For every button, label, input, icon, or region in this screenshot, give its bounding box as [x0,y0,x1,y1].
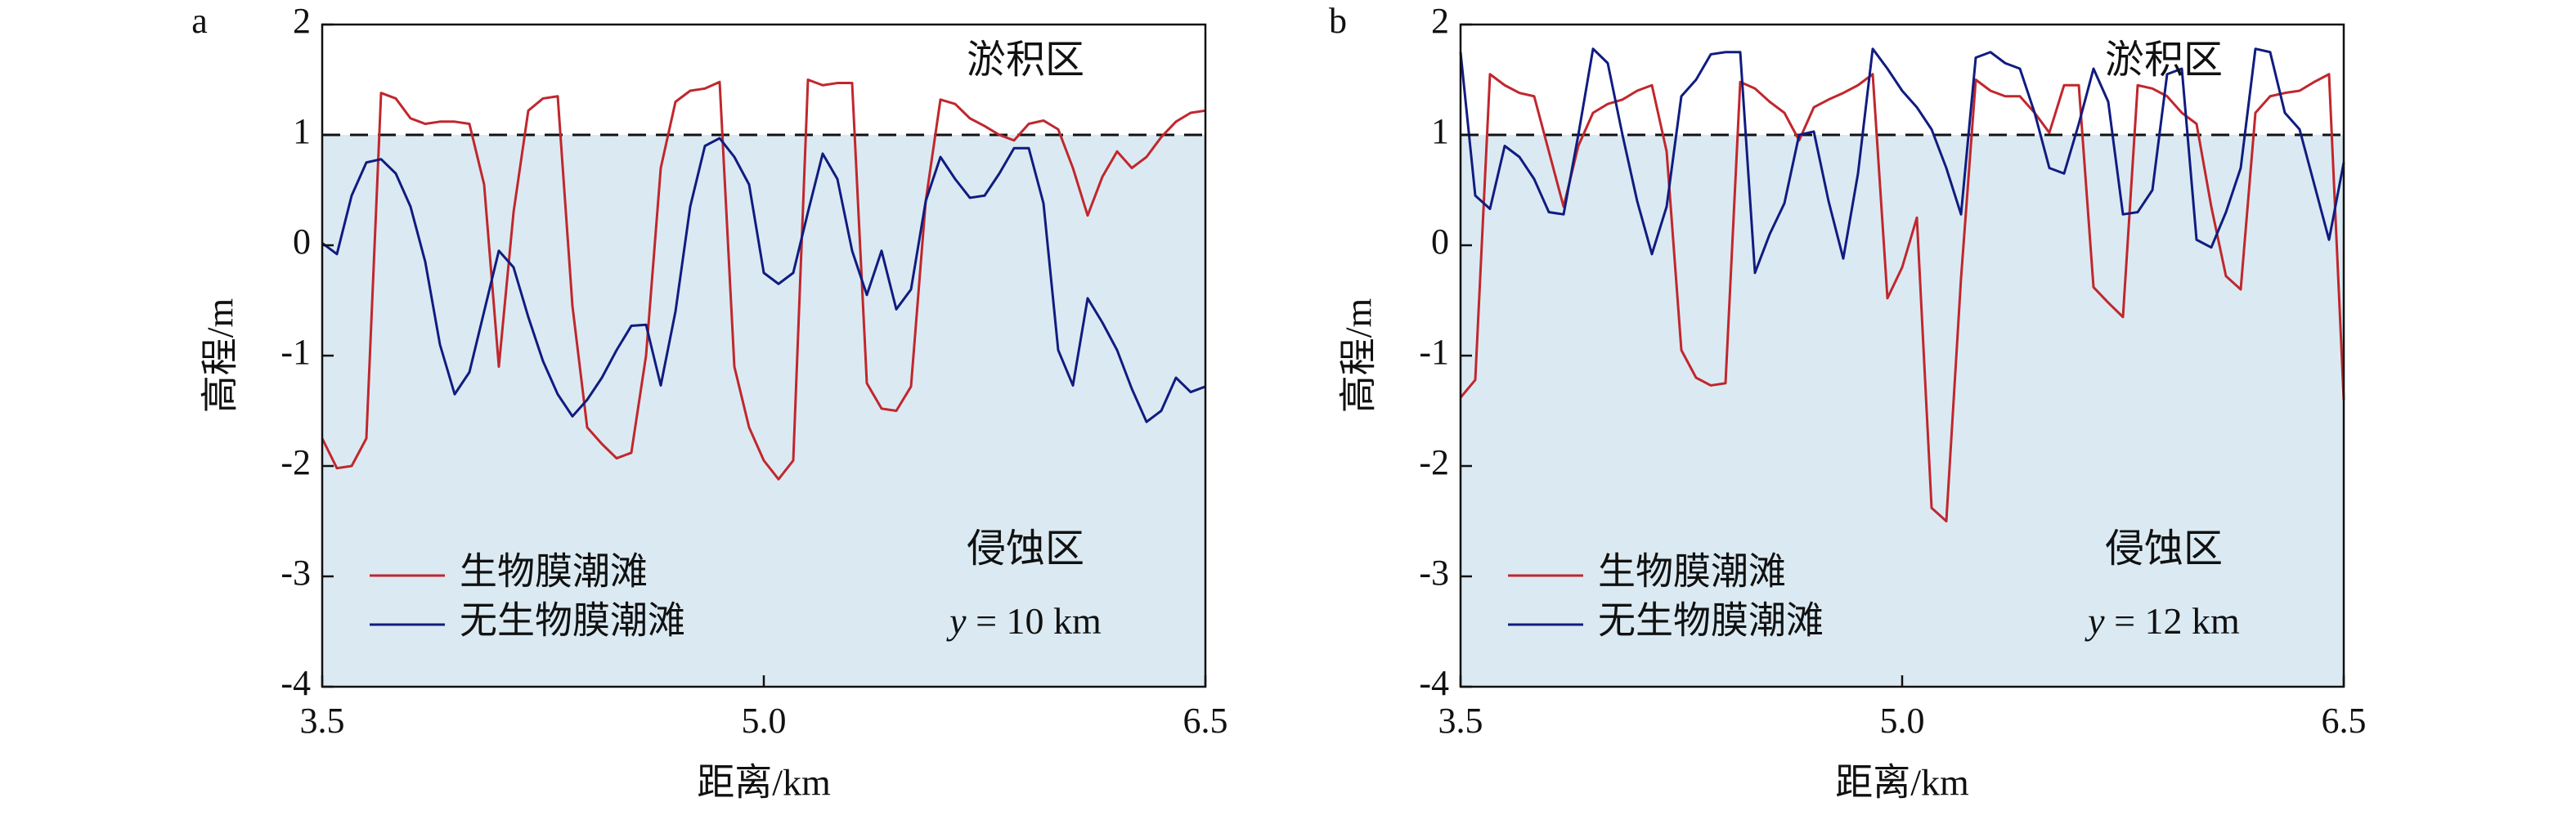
y-tick-label: 0 [293,222,311,262]
series-line [321,137,1206,423]
y-tick-label: -1 [280,332,311,372]
panel-label: b [1329,1,1347,41]
y-tick-label: -2 [1419,442,1449,482]
annotation: y = 10 km [946,600,1102,642]
y-tick-label: -4 [280,663,311,703]
panel-label: a [191,1,208,41]
legend-label: 无生物膜潮滩 [460,600,685,642]
y-tick-label: -3 [1419,553,1449,593]
x-axis-label: 距离/km [697,762,831,804]
x-axis-label: 距离/km [1835,762,1969,804]
legend-label: 生物膜潮滩 [1598,551,1786,593]
x-tick-label: 3.5 [300,701,345,741]
y-tick-label: 1 [293,111,311,151]
series-line [1459,47,2345,275]
legend-label: 生物膜潮滩 [460,551,648,593]
annotation: y = 12 km [2085,600,2240,642]
legend-label: 无生物膜潮滩 [1598,600,1824,642]
y-tick-label: -3 [280,553,311,593]
x-tick-label: 5.0 [742,701,787,741]
y-tick-label: 2 [293,1,311,41]
annotation: 淤积区 [967,38,1084,82]
series-line [321,78,1206,481]
x-tick-label: 6.5 [1183,701,1228,741]
y-tick-label: -2 [280,442,311,482]
y-axis-label: 高程/m [200,298,241,414]
annotation: 淤积区 [2105,38,2223,82]
series-line [1459,73,2345,522]
y-tick-label: -1 [1419,332,1449,372]
y-axis-label: 高程/m [1338,298,1380,414]
annotation: 侵蚀区 [2105,527,2223,571]
annotation: 侵蚀区 [967,527,1084,571]
y-tick-label: 1 [1431,111,1449,151]
y-tick-label: 2 [1431,1,1449,41]
x-tick-label: 6.5 [2322,701,2367,741]
erosion-area [322,135,1205,687]
x-tick-label: 5.0 [1880,701,1925,741]
y-tick-label: -4 [1419,663,1449,703]
y-tick-label: 0 [1431,222,1449,262]
x-tick-label: 3.5 [1438,701,1483,741]
